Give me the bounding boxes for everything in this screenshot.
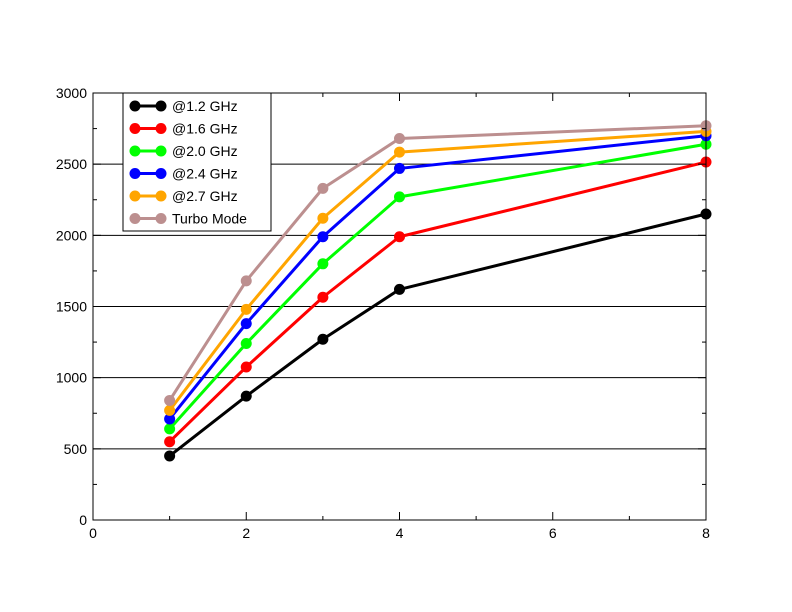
data-point [394,283,405,295]
y-tick-label: 0 [79,512,87,528]
legend-label: @2.7 GHz [172,188,238,204]
data-point [317,291,329,303]
legend-marker [129,190,141,202]
legend-marker [155,190,167,202]
x-tick-label: 6 [549,525,557,541]
legend-marker [129,100,141,112]
series-line [168,212,707,458]
series-1 [164,156,712,448]
tick-labels: 0 500 1000 1500 2000 2500 3000 0 2 4 6 8 [56,85,710,541]
data-point [394,133,405,145]
legend-marker [155,213,167,224]
y-tick-label: 3000 [56,85,87,101]
data-point [240,361,252,373]
series-2 [164,138,712,435]
series-layer [164,120,712,462]
legend-marker [155,123,167,134]
data-point [164,413,176,425]
legend-label: @1.6 GHz [172,121,238,137]
data-point [240,390,252,402]
y-tick-label: 1000 [56,370,87,386]
data-point [317,212,329,224]
legend-item: @1.2 GHz [129,98,238,114]
legend-marker [129,168,141,179]
legend-marker [129,213,141,224]
data-point [317,231,329,243]
legend-label: @2.0 GHz [172,143,238,159]
data-point [394,191,405,203]
legend-item: Turbo Mode [129,211,247,227]
data-point [164,450,176,462]
data-point [164,436,176,448]
y-tick-label: 1500 [56,299,87,315]
data-point [317,333,329,345]
data-point [394,146,405,158]
data-point [164,404,176,416]
legend-item: @1.6 GHz [129,121,238,137]
y-tick-label: 500 [64,441,88,457]
legend-box [122,92,272,232]
data-point [164,423,176,435]
x-tick-label: 8 [702,525,710,541]
data-point [240,303,252,315]
legend-marker [155,100,167,112]
y-tick-label: 2000 [56,227,87,243]
data-point [240,275,252,287]
series-0 [164,208,712,462]
x-tick-label: 4 [396,525,404,541]
legend-item: @2.4 GHz [129,166,238,182]
legend-item: @2.7 GHz [129,188,238,204]
legend-marker [155,145,167,157]
legend-label: @1.2 GHz [172,98,238,114]
legend-label: Turbo Mode [172,211,247,227]
x-tick-label: 2 [242,525,250,541]
legend-label: @2.4 GHz [172,166,238,182]
data-point [317,182,329,194]
data-point [240,338,252,350]
legend-marker [129,145,141,157]
legend-marker [129,123,141,134]
data-point [394,162,405,174]
data-point [317,258,329,270]
data-point [394,231,405,243]
legend: @1.2 GHz @1.6 GHz @2.0 GHz @2.4 GHz @2.7 GHz… [122,92,272,232]
y-tick-label: 2500 [56,156,87,172]
legend-marker [155,168,167,179]
data-point [240,318,252,330]
legend-item: @2.0 GHz [129,143,238,159]
x-tick-label: 0 [89,525,97,541]
data-point [164,394,176,406]
